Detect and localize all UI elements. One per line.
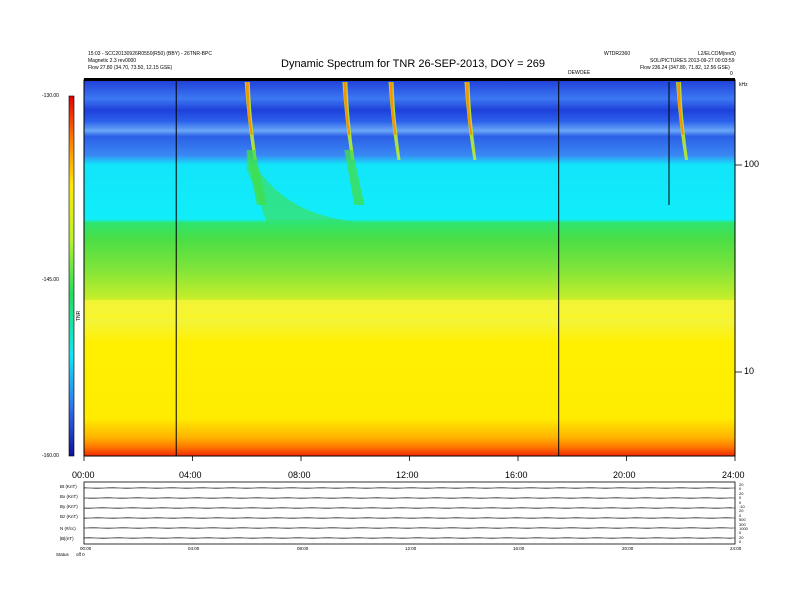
row-label-bx: Bx (KnT) <box>60 494 78 499</box>
trace-2 <box>83 506 733 509</box>
burst-core-2 <box>389 82 397 135</box>
lower-x-tick-8: 08:00 <box>297 546 309 551</box>
burst-drift-tail <box>246 150 357 222</box>
trace-5 <box>83 537 733 540</box>
burst-tail-1 <box>344 150 365 205</box>
colorbar <box>68 95 75 457</box>
burst-core-4 <box>677 82 685 135</box>
lower-right-tick-11: 0 <box>739 530 742 536</box>
y-tick-100: 100 <box>744 159 760 169</box>
lower-right-tick-3: 0 <box>739 495 742 501</box>
row-label-bt: Bt (KnT) <box>60 484 77 489</box>
lower-x-tick-0: 00:00 <box>80 546 92 551</box>
lower-right-tick-0: 20 <box>739 482 744 487</box>
header-right-line2: SOL/PICTURES 2013-09-27 00:03:59 <box>650 58 735 64</box>
lower-x-tick-20: 20:00 <box>622 546 634 551</box>
y-axis-ticks <box>735 164 742 373</box>
radio-bursts <box>244 82 689 222</box>
lower-right-tick-8: 500 <box>739 517 746 523</box>
lower-right-tick-6: 20 <box>739 508 744 514</box>
lower-x-tick-24: 24:00 <box>730 546 742 551</box>
lower-right-tick-12: 20 <box>739 534 744 540</box>
header-mid-label: DEWOEE <box>568 70 591 76</box>
lower-right-tick-2: 20 <box>739 490 744 496</box>
lower-right-tick-7: 0 <box>739 512 742 518</box>
lower-right-tick-10: 1000 <box>739 526 748 531</box>
x-tick-16: 16:00 <box>505 470 528 480</box>
lower-panel-traces <box>83 487 735 540</box>
row-label-bz: Bz (KnT) <box>60 514 78 519</box>
y-tick-10: 10 <box>744 366 755 376</box>
status-value: off 0 <box>76 552 85 557</box>
trace-1 <box>83 497 733 499</box>
x-tick-12: 12:00 <box>396 470 419 480</box>
header-info-line2: Magnetic 2.3 rev0000 <box>88 58 137 64</box>
lower-x-tick-16: 16:00 <box>513 546 525 551</box>
row-label-n: N (#/cc) <box>60 526 76 531</box>
header-right-version: L2/ELCOM(rev5) <box>698 51 736 57</box>
burst-core-0 <box>245 82 253 135</box>
x-tick-8: 08:00 <box>288 470 311 480</box>
chart-title: Dynamic Spectrum for TNR 26-SEP-2013, DO… <box>281 58 546 70</box>
trace-3 <box>83 517 733 520</box>
lower-right-tick-5: -10 <box>739 504 745 509</box>
lower-right-tick-4: 0 <box>739 499 742 505</box>
lower-x-tick-12: 12:00 <box>405 546 417 551</box>
top-right-mark: 0 <box>730 71 733 77</box>
lower-x-tick-4: 04:00 <box>188 546 200 551</box>
x-tick-0: 00:00 <box>72 470 95 480</box>
x-tick-4: 04:00 <box>179 470 202 480</box>
burst-core-1 <box>343 82 351 135</box>
row-label-b: |B|(nT) <box>60 536 74 541</box>
header-info-line1: 15:03 - SCC20130926R0550(R50) (BBY) - 26… <box>88 51 212 57</box>
corner-unit-label: kHz <box>739 82 748 88</box>
status-label: Status <box>56 552 69 557</box>
colorbar-tick-top: -130.00 <box>42 93 59 99</box>
x-axis-ticks <box>83 456 736 461</box>
colorbar-label: TNR <box>76 310 82 321</box>
trace-4 <box>83 527 733 530</box>
colorbar-tick-bottom: -160.00 <box>42 453 59 459</box>
header-info-line3: Flow 27.80 (34.70, 73.50, 12.15 GSE) <box>88 65 173 71</box>
lower-right-tick-13: 0 <box>739 539 742 545</box>
x-tick-20: 20:00 <box>613 470 636 480</box>
row-label-by: By (KnT) <box>60 504 78 509</box>
x-tick-24: 24:00 <box>722 470 745 480</box>
data-gap-lines <box>175 80 560 456</box>
yellow-green-band <box>84 300 735 314</box>
lower-right-tick-1: 0 <box>739 486 742 492</box>
lower-right-tick-9: 300 <box>739 521 746 527</box>
colorbar-tick-mid: -145.00 <box>42 277 59 283</box>
header-right-id: WTDR2360 <box>604 51 631 57</box>
spectrogram-background <box>84 80 735 456</box>
header-right-line3: Flow 236.24 (347.80, 71.82, 12.56 GSE) <box>640 65 730 71</box>
burst-core-3 <box>465 82 473 135</box>
lower-panel-frame <box>83 481 736 545</box>
trace-0 <box>83 487 733 490</box>
